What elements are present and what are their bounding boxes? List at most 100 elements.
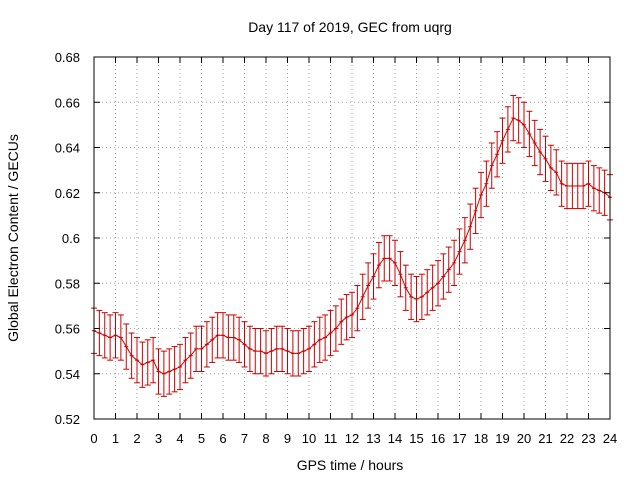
error-bar [590, 165, 597, 212]
error-bar [171, 346, 178, 393]
error-bar [461, 217, 468, 264]
x-tick-label: 2 [133, 431, 140, 446]
y-tick-label: 0.66 [55, 95, 80, 110]
error-bar [257, 328, 264, 375]
error-bar [246, 325, 253, 372]
x-tick-label: 13 [366, 431, 380, 446]
x-tick-label: 16 [431, 431, 445, 446]
error-bar [542, 135, 549, 182]
x-tick-label: 17 [452, 431, 466, 446]
error-bar [134, 337, 140, 384]
error-bar [494, 131, 501, 178]
error-bar [553, 149, 560, 196]
error-bar [284, 328, 291, 375]
error-bar [252, 328, 259, 375]
x-tick-label: 22 [560, 431, 574, 446]
error-bar [558, 160, 565, 207]
error-bar [230, 314, 237, 361]
error-bar [101, 312, 108, 359]
error-bar [418, 273, 425, 320]
error-bar [96, 309, 103, 357]
error-bar [488, 142, 495, 189]
error-bar [220, 312, 226, 359]
error-bar [225, 314, 232, 361]
x-tick-label: 14 [388, 431, 402, 446]
error-bar [392, 239, 398, 287]
grid-lines [94, 57, 610, 419]
error-bar [580, 162, 587, 210]
error-bar [263, 330, 269, 377]
error-bar [107, 314, 114, 361]
chart-title: Day 117 of 2019, GEC from uqrg [248, 19, 452, 35]
error-bar [203, 321, 210, 368]
error-bar [413, 275, 420, 323]
error-bar [182, 337, 189, 384]
x-tick-label: 9 [284, 431, 291, 446]
error-bar [531, 119, 538, 167]
error-bar [316, 316, 323, 363]
error-bar [397, 251, 404, 298]
error-bar [166, 348, 173, 395]
error-bar [365, 262, 372, 309]
error-bar [338, 298, 345, 345]
error-bar [128, 332, 135, 379]
error-bar [445, 246, 452, 293]
x-tick-label: 23 [581, 431, 595, 446]
error-bar [585, 160, 592, 207]
y-tick-label: 0.54 [55, 367, 80, 382]
error-bar [295, 330, 302, 377]
y-tick-label: 0.68 [55, 50, 80, 65]
x-axis-label: GPS time / hours [297, 457, 404, 473]
x-tick-label: 5 [198, 431, 205, 446]
error-bar [279, 325, 286, 372]
x-tick-label: 8 [262, 431, 269, 446]
error-bar [144, 339, 151, 386]
error-bar [214, 312, 221, 359]
data-series [91, 94, 613, 397]
error-bar [187, 332, 194, 379]
error-bar [429, 264, 436, 311]
x-tick-label: 1 [112, 431, 119, 446]
error-bar [574, 162, 581, 210]
error-bar [564, 162, 570, 210]
y-tick-label: 0.58 [55, 276, 80, 291]
error-bar [440, 253, 447, 300]
x-tick-label: 20 [517, 431, 531, 446]
error-bar [359, 273, 366, 320]
error-bar [537, 128, 544, 176]
error-bar [451, 239, 458, 287]
error-bar [300, 328, 307, 375]
error-bar [504, 106, 511, 153]
error-bar [150, 337, 157, 384]
error-bar [569, 162, 576, 210]
error-bar [381, 235, 388, 282]
error-bar [117, 314, 124, 361]
error-bar [375, 242, 382, 289]
error-bar [198, 325, 205, 372]
error-bar [478, 171, 484, 219]
y-tick-label: 0.6 [62, 231, 80, 246]
x-tick-label: 24 [603, 431, 617, 446]
error-bar [354, 285, 361, 332]
error-bar [123, 323, 130, 370]
error-bar [521, 101, 527, 148]
x-tick-label: 0 [90, 431, 97, 446]
error-bar [112, 312, 119, 359]
error-bar [483, 160, 490, 207]
x-tick-label: 19 [495, 431, 509, 446]
error-bar [273, 325, 280, 372]
error-bar [472, 187, 479, 234]
error-bar [327, 309, 334, 357]
y-tick-label: 0.62 [55, 186, 80, 201]
x-tick-label: 15 [409, 431, 423, 446]
error-bar [209, 316, 216, 363]
error-bar [177, 343, 183, 391]
x-tick-label: 6 [219, 431, 226, 446]
error-bar [408, 273, 415, 320]
error-bar [332, 305, 339, 352]
x-tick-label: 18 [474, 431, 488, 446]
y-tick-label: 0.64 [55, 141, 80, 156]
x-tick-label: 7 [241, 431, 248, 446]
error-bar [547, 144, 554, 191]
error-bar [289, 330, 296, 377]
